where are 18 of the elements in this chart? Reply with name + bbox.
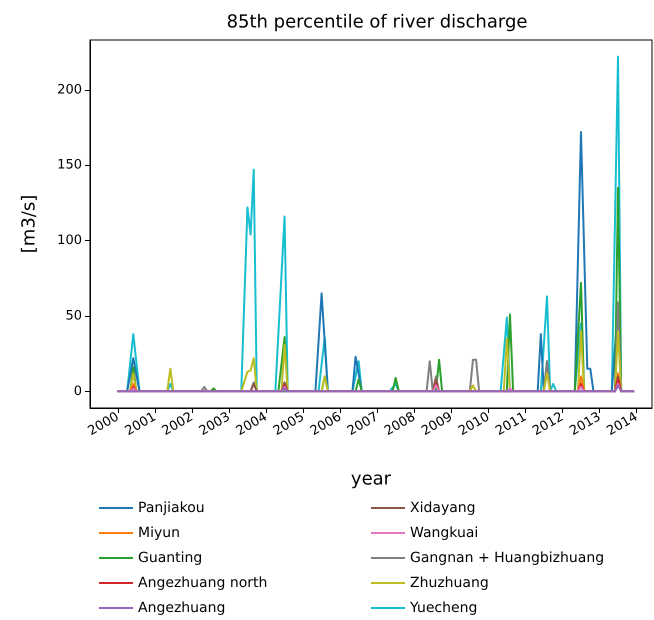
y-tick-label: 150 (57, 158, 82, 173)
legend-label: Gangnan + Huangbizhuang (410, 550, 604, 566)
y-axis-title: [m3/s] (18, 194, 40, 254)
legend-label: Zhuzhuang (410, 575, 489, 591)
legend-label: Panjiakou (138, 500, 205, 516)
legend-label: Miyun (138, 525, 180, 541)
y-tick-label: 0 (74, 384, 82, 399)
legend-label: Xidayang (410, 500, 476, 516)
y-tick-label: 50 (65, 308, 82, 324)
legend-label: Angezhuang north (138, 575, 268, 591)
legend-label: Wangkuai (410, 525, 478, 541)
legend-label: Guanting (138, 550, 202, 566)
chart-title: 85th percentile of river discharge (226, 12, 528, 32)
y-tick-label: 100 (57, 233, 82, 248)
y-tick-label: 200 (57, 82, 82, 98)
legend-label: Angezhuang (138, 600, 226, 616)
x-axis-title: year (350, 468, 392, 490)
legend-label: Yuecheng (409, 600, 478, 616)
